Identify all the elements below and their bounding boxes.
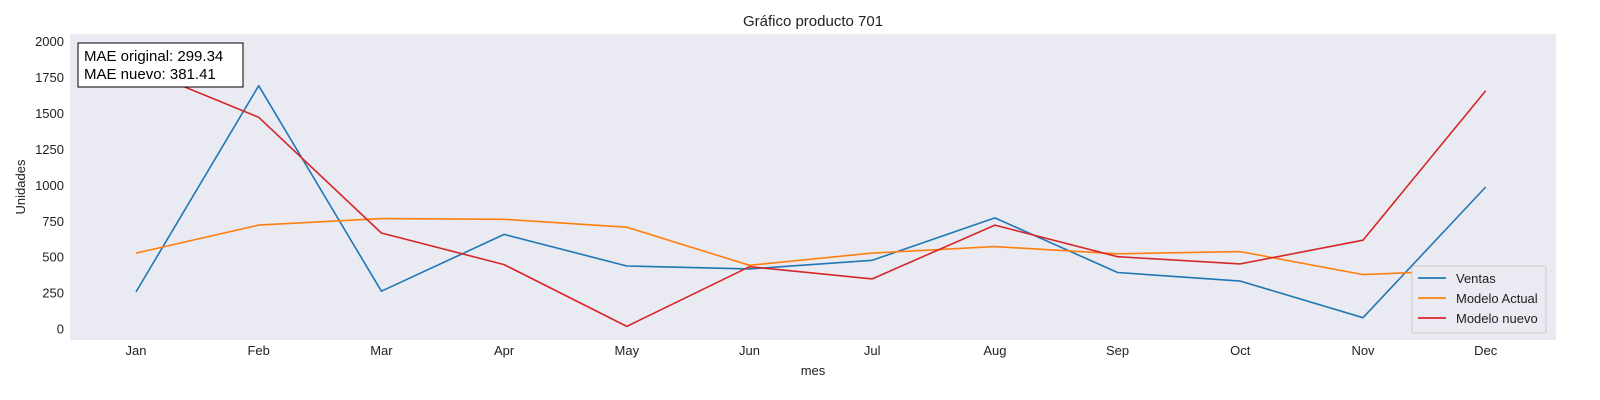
annotation-mae-nuevo: MAE nuevo: 381.41 — [84, 66, 216, 83]
x-tick-labels: Jan Feb Mar Apr May Jun Jul Aug Sep Oct Nov Dec — [126, 343, 1498, 358]
y-tick-label: 1500 — [35, 106, 64, 121]
y-tick-label: 750 — [42, 214, 64, 229]
legend-label: Modelo Actual — [1456, 291, 1538, 306]
series-line-modelo-actual — [135, 217, 1486, 276]
legend-frame — [1411, 265, 1547, 334]
x-tick-label: Apr — [494, 343, 515, 358]
y-tick-label: 2000 — [35, 34, 64, 49]
y-tick-label: 1250 — [35, 142, 64, 157]
x-tick-label: Feb — [247, 343, 269, 358]
legend-label: Ventas — [1456, 271, 1496, 286]
y-axis-label: Unidades — [13, 159, 28, 214]
y-tick-label: 250 — [42, 286, 64, 301]
x-tick-label: Mar — [370, 343, 393, 358]
annotation-mae-original: MAE original: 299.34 — [84, 48, 223, 65]
y-tick-label: 1000 — [35, 178, 64, 193]
x-tick-label: Nov — [1351, 343, 1375, 358]
legend-label: Modelo nuevo — [1456, 311, 1538, 326]
y-tick-label: 0 — [57, 322, 64, 337]
series-lines — [135, 66, 1487, 328]
x-tick-label: Jan — [126, 343, 147, 358]
x-tick-label: Oct — [1230, 343, 1251, 358]
legend: Ventas Modelo Actual Modelo nuevo — [1411, 265, 1547, 334]
y-tick-labels: 0 250 500 750 1000 1250 1500 1750 2000 — [35, 34, 64, 336]
y-tick-label: 1750 — [35, 70, 64, 85]
x-axis-label: mes — [801, 363, 826, 378]
x-tick-label: Aug — [983, 343, 1006, 358]
x-tick-label: Jun — [739, 343, 760, 358]
chart-title: Gráfico producto 701 — [743, 13, 883, 30]
x-tick-label: Dec — [1474, 343, 1498, 358]
series-line-ventas — [135, 84, 1487, 319]
x-tick-label: Jul — [864, 343, 881, 358]
x-tick-label: May — [615, 343, 640, 358]
y-tick-label: 500 — [42, 250, 64, 265]
mae-annotation-box: MAE original: 299.34 MAE nuevo: 381.41 — [77, 42, 244, 88]
plot-area — [70, 34, 1556, 340]
x-tick-label: Sep — [1106, 343, 1129, 358]
annotation-frame — [77, 42, 244, 88]
series-line-modelo-nuevo — [135, 66, 1487, 328]
